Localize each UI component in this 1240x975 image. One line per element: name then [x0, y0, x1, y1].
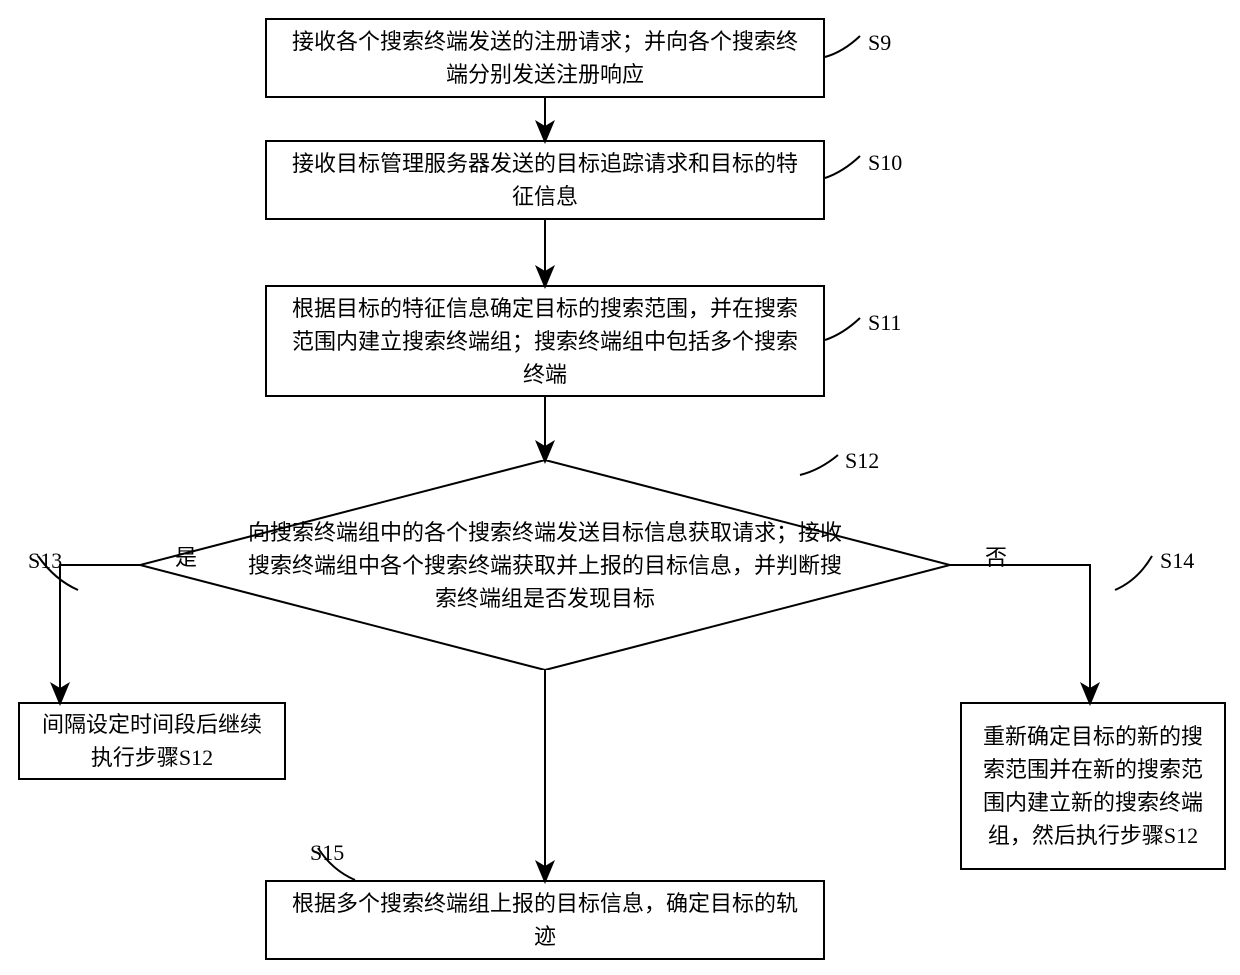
label-conn-s14 [1115, 556, 1152, 590]
label-conn-s11 [825, 318, 860, 340]
label-s14: S14 [1160, 548, 1194, 574]
node-s10: 接收目标管理服务器发送的目标追踪请求和目标的特征信息 [265, 140, 825, 220]
node-s11-text: 根据目标的特征信息确定目标的搜索范围，并在搜索范围内建立搜索终端组；搜索终端组中… [283, 292, 807, 391]
node-s13: 间隔设定时间段后继续执行步骤S12 [18, 702, 286, 780]
node-s11: 根据目标的特征信息确定目标的搜索范围，并在搜索范围内建立搜索终端组；搜索终端组中… [265, 285, 825, 397]
node-s15: 根据多个搜索终端组上报的目标信息，确定目标的轨迹 [265, 880, 825, 960]
label-s13: S13 [28, 548, 62, 574]
node-s12: 向搜索终端组中的各个搜索终端发送目标信息获取请求；接收搜索终端组中各个搜索终端获… [140, 460, 950, 670]
edge-label-yes: 是 [175, 540, 197, 572]
label-s10: S10 [868, 150, 902, 176]
node-s13-text: 间隔设定时间段后继续执行步骤S12 [36, 708, 268, 774]
edge-s12-s13 [60, 565, 140, 702]
node-s14: 重新确定目标的新的搜索范围并在新的搜索范围内建立新的搜索终端组，然后执行步骤S1… [960, 702, 1226, 870]
label-conn-s9 [825, 36, 860, 57]
label-s12: S12 [845, 448, 879, 474]
node-s14-text: 重新确定目标的新的搜索范围并在新的搜索范围内建立新的搜索终端组，然后执行步骤S1… [978, 720, 1208, 852]
node-s12-text: 向搜索终端组中的各个搜索终端发送目标信息获取请求；接收搜索终端组中各个搜索终端获… [240, 516, 850, 615]
label-s9: S9 [868, 30, 891, 56]
edge-s12-s14 [950, 565, 1090, 702]
edge-label-no: 否 [985, 540, 1007, 572]
node-s10-text: 接收目标管理服务器发送的目标追踪请求和目标的特征信息 [283, 147, 807, 213]
node-s9-text: 接收各个搜索终端发送的注册请求；并向各个搜索终端分别发送注册响应 [283, 25, 807, 91]
node-s15-text: 根据多个搜索终端组上报的目标信息，确定目标的轨迹 [283, 887, 807, 953]
label-s11: S11 [868, 310, 901, 336]
label-conn-s10 [825, 156, 860, 178]
node-s9: 接收各个搜索终端发送的注册请求；并向各个搜索终端分别发送注册响应 [265, 18, 825, 98]
label-s15: S15 [310, 840, 344, 866]
